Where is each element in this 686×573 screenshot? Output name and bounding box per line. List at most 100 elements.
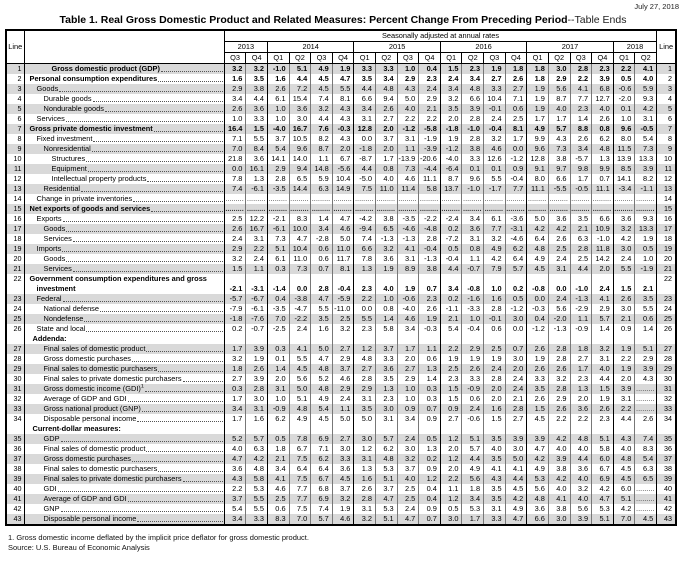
value-cell: 6.6 xyxy=(353,94,376,104)
value-cell: 3.5 xyxy=(634,294,657,304)
value-cell: 3.5 xyxy=(526,384,549,394)
row-label: GDP xyxy=(24,434,225,444)
value-cell: 1.5 xyxy=(591,384,614,394)
quarter-header: Q3 xyxy=(396,52,420,64)
value-cell xyxy=(461,424,484,434)
value-cell: 3.5 xyxy=(353,404,376,414)
value-cell: 5.4 xyxy=(634,454,657,464)
value-cell: 3.5 xyxy=(483,494,506,504)
value-cell: 1.8 xyxy=(223,364,246,374)
value-cell: 4.6 xyxy=(331,514,354,525)
value-cell: 0.5 xyxy=(634,244,657,254)
value-cell: 5.0 xyxy=(288,384,311,394)
table-row: 33 Gross national product (GNP) 3.4 3.1 -0.9… xyxy=(6,404,676,414)
value-cell: 4.1 xyxy=(266,474,290,484)
row-label: State and local xyxy=(24,324,224,334)
value-cell: 3.5 xyxy=(353,74,376,84)
value-cell: ......... xyxy=(591,204,614,214)
value-cell: 4.5 xyxy=(310,414,333,424)
value-cell: 2.6 xyxy=(547,404,570,414)
value-cell: 0.4 xyxy=(526,314,549,324)
value-cell: -1.3 xyxy=(569,294,592,304)
value-cell: ......... xyxy=(461,204,484,214)
value-cell: 1.0 xyxy=(266,104,290,114)
value-cell: 0.0 xyxy=(547,274,570,294)
value-cell: 1.7 xyxy=(547,114,570,124)
value-cell: -0.7 xyxy=(245,324,268,334)
value-cell: 2.2 xyxy=(353,294,376,304)
value-cell: 3.1 xyxy=(353,394,376,404)
value-cell: 6.2 xyxy=(591,134,614,144)
line-number: 17 xyxy=(6,224,25,234)
value-cell: 2.3 xyxy=(418,294,441,304)
value-cell: 3.2 xyxy=(439,94,462,104)
value-cell: 8.2 xyxy=(634,174,657,184)
value-cell: 3.1 xyxy=(634,114,657,124)
row-label: Final sales to domestic purchasers xyxy=(24,364,225,374)
title-main: Table 1. Real Gross Domestic Product and… xyxy=(59,14,568,26)
row-label: Structures xyxy=(24,154,224,164)
value-cell: 2.4 xyxy=(245,254,268,264)
value-cell: 1.1 xyxy=(310,154,333,164)
line-number: 13 xyxy=(656,184,676,194)
value-cell: 4.7 xyxy=(591,494,614,504)
value-cell: 1.2 xyxy=(418,474,441,484)
value-cell: -20.6 xyxy=(418,154,441,164)
value-cell: 1.8 xyxy=(504,63,527,74)
value-cell: 5.6 xyxy=(526,484,549,494)
value-cell: 2.3 xyxy=(418,74,441,84)
value-cell: 3.6 xyxy=(375,254,398,264)
value-cell: 5.0 xyxy=(331,414,354,424)
value-cell: -4.0 xyxy=(439,154,462,164)
value-cell: 7.2 xyxy=(288,84,311,94)
value-cell: 10.9 xyxy=(591,224,614,234)
value-cell: 2.6 xyxy=(547,364,570,374)
line-number: 14 xyxy=(6,194,25,204)
year-header: 2013 xyxy=(223,41,268,53)
value-cell: 8.2 xyxy=(310,134,333,144)
value-cell xyxy=(461,334,484,344)
value-cell: 2.0 xyxy=(439,464,462,474)
value-cell: 0.2 xyxy=(439,224,462,234)
value-cell: 2.2 xyxy=(569,74,592,84)
value-cell: 4.6 xyxy=(396,314,419,324)
table-row: 39 Final sales to private domestic purcha… xyxy=(6,474,676,484)
value-cell: 5.9 xyxy=(310,174,333,184)
value-cell: 3.8 xyxy=(375,214,398,224)
value-cell: 4.2 xyxy=(612,504,635,514)
value-cell: 4.8 xyxy=(288,404,311,414)
value-cell: 5.7 xyxy=(504,264,527,274)
value-cell: 8.3 xyxy=(288,214,311,224)
value-cell: 2.8 xyxy=(547,344,570,354)
value-cell: 4.0 xyxy=(591,364,614,374)
value-cell: -0.6 xyxy=(396,294,419,304)
value-cell: 6.1 xyxy=(266,94,290,104)
value-cell: 4.0 xyxy=(547,104,570,114)
value-cell: ......... xyxy=(634,384,657,394)
table-row: 21 Services 1.5 1.1 0.3 7.3 0.7 8.1 1.3 1.9 8.9 3.8… xyxy=(6,264,676,274)
line-number: 43 xyxy=(6,514,25,525)
value-cell: 1.5 xyxy=(612,274,635,294)
value-cell: 1.0 xyxy=(396,394,419,404)
value-cell: -1.0 xyxy=(591,234,614,244)
value-cell: 4.6 xyxy=(396,174,419,184)
value-cell: 0.7 xyxy=(418,404,441,414)
value-cell: 21.8 xyxy=(223,154,246,164)
table-row: 25 Nondefense -1.8 -7.6 7.0 -2.2 3.5 2.5 5.5 1.4 4… xyxy=(6,314,676,324)
line-number: 13 xyxy=(6,184,25,194)
value-cell: 2.3 xyxy=(375,394,398,404)
value-cell: -0.9 xyxy=(461,384,484,394)
value-cell: -2.2 xyxy=(418,214,441,224)
value-cell: ......... xyxy=(266,194,290,204)
value-cell: -0.4 xyxy=(439,254,462,264)
year-header: 2016 xyxy=(439,41,528,53)
value-cell: 1.2 xyxy=(439,434,462,444)
line-number: 38 xyxy=(6,464,25,474)
value-cell: 3.7 xyxy=(331,364,354,374)
value-cell: -6.1 xyxy=(245,304,268,314)
table-row: 19 Imports 2.9 2.2 5.1 10.4 0.6 11.0 6.6 3.2 4.1 -0… xyxy=(6,244,676,254)
value-cell: 7.0 xyxy=(288,514,311,525)
line-number: 43 xyxy=(656,514,676,525)
value-cell: 2.1 xyxy=(418,104,441,114)
